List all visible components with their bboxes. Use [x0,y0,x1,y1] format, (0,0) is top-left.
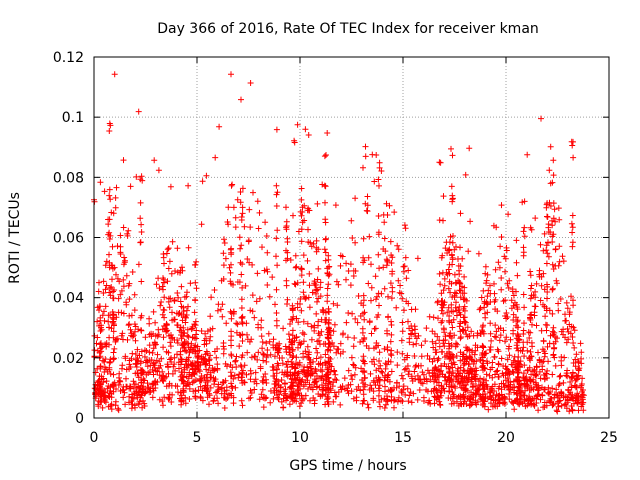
data-points [91,71,587,415]
roti-points [91,71,587,415]
y-tick-label: 0.06 [53,231,84,247]
grid-lines [94,57,609,418]
axes [93,56,610,419]
y-tick-label: 0.02 [53,351,84,367]
y-tick-label: 0.1 [62,110,84,126]
x-tick-label: 10 [291,430,309,446]
y-tick-label: 0.12 [53,50,84,66]
y-tick-label: 0.04 [53,291,84,307]
x-tick-label: 0 [90,430,99,446]
x-axis-label: GPS time / hours [289,458,406,474]
chart-title: Day 366 of 2016, Rate Of TEC Index for r… [157,21,539,37]
x-tick-label: 5 [193,430,202,446]
y-tick-label: 0 [75,411,84,427]
x-tick-label: 15 [394,430,412,446]
tick-labels: 0 5 10 15 20 25 0 0.02 0.04 0.06 0.08 0.1 0.12 [53,50,618,446]
x-tick-label: 25 [600,430,618,446]
y-axis-label: ROTI / TECUs [7,192,23,284]
x-tick-label: 20 [497,430,515,446]
y-tick-label: 0.08 [53,170,84,186]
